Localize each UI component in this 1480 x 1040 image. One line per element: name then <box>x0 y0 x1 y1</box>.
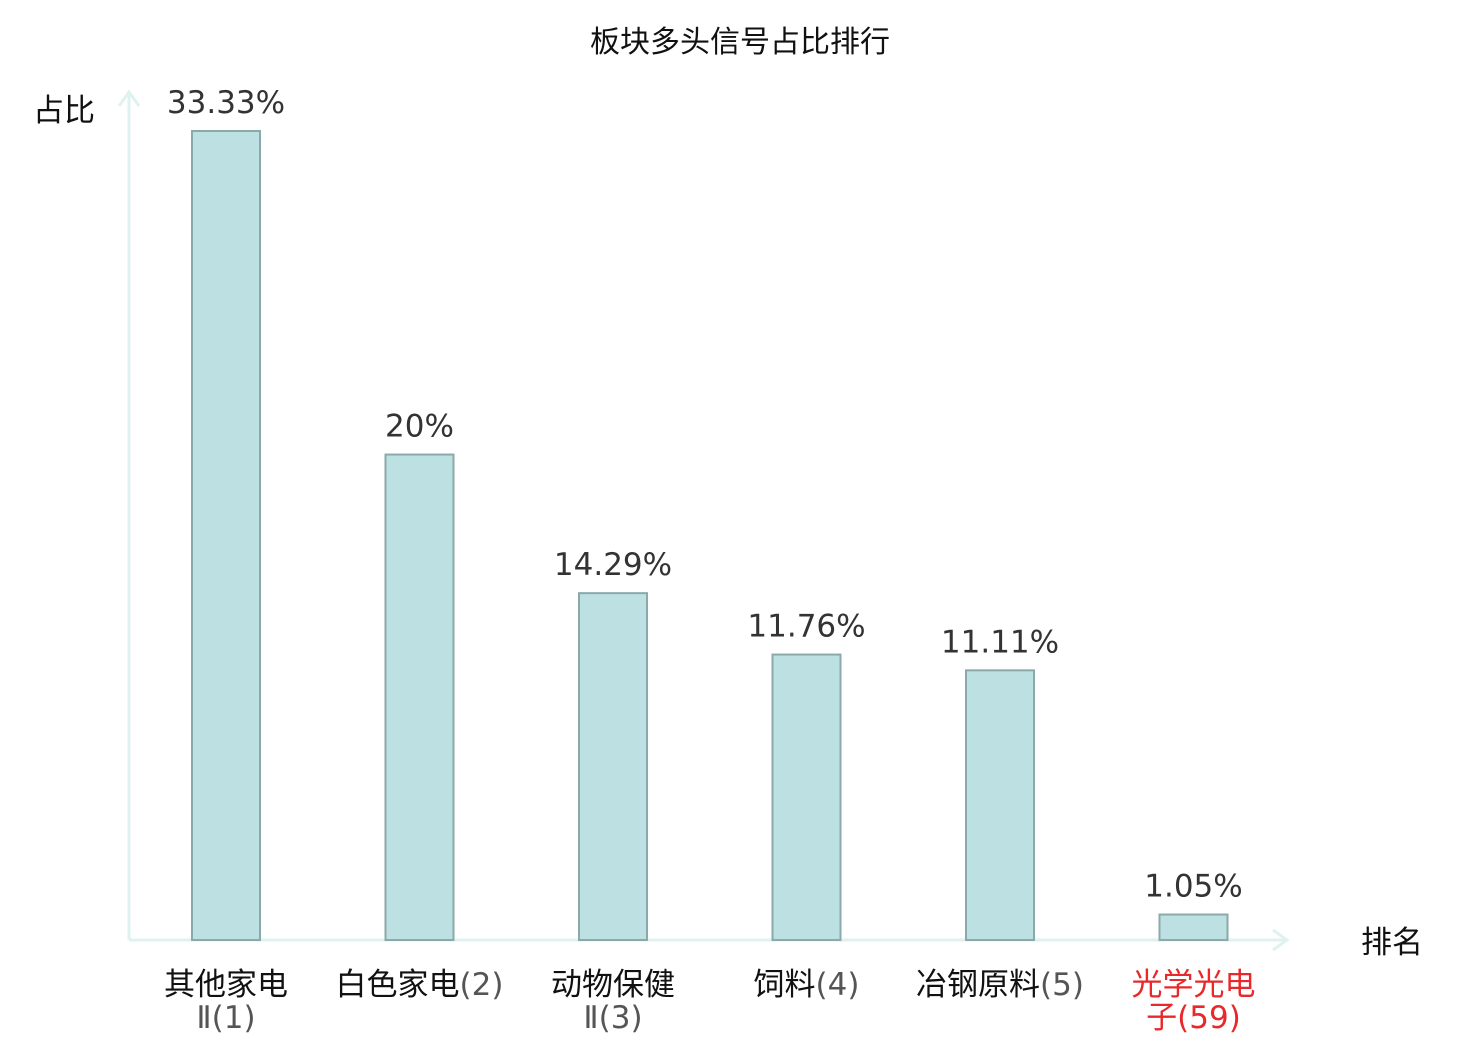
x-tick-label-4: 饲料(4) <box>754 967 860 1003</box>
value-label-4: 11.76% <box>747 609 865 645</box>
bar-1 <box>191 130 261 941</box>
value-label-6: 1.05% <box>1144 869 1242 905</box>
bar-5 <box>965 669 1035 941</box>
bars <box>191 130 1229 942</box>
x-tick-label-3: 动物保健 Ⅱ(3) <box>551 967 675 1036</box>
x-axis-title: 排名 <box>1361 925 1423 961</box>
value-label-1: 33.33% <box>167 85 285 121</box>
x-tick-label-5: 冶钢原料(5) <box>916 967 1084 1003</box>
chart-title: 板块多头信号占比排行 <box>590 25 890 60</box>
x-tick-label-2: 白色家电(2) <box>336 967 504 1003</box>
bar-2 <box>384 453 455 941</box>
x-tick-label-1: 其他家电 Ⅱ(1) <box>164 967 288 1036</box>
value-label-5: 11.11% <box>941 624 1059 660</box>
x-axis <box>129 928 1290 952</box>
x-tick-label-6: 光学光电子(59) <box>1132 967 1256 1036</box>
value-label-2: 20% <box>385 409 454 445</box>
y-axis <box>117 89 141 940</box>
bar-6 <box>1158 913 1229 942</box>
bar-4 <box>771 653 842 942</box>
y-axis-title: 占比 <box>33 93 95 129</box>
bar-3 <box>578 592 648 942</box>
x-tick-labels: 其他家电 Ⅱ(1) 白色家电(2) 动物保健 Ⅱ(3) 饲料(4) 冶钢原料(5) 光学光电子… <box>164 967 1256 1036</box>
value-labels: 33.33% 20% 14.29% 11.76% 11.11% 1.05% <box>167 85 1243 905</box>
value-label-3: 14.29% <box>554 547 672 583</box>
